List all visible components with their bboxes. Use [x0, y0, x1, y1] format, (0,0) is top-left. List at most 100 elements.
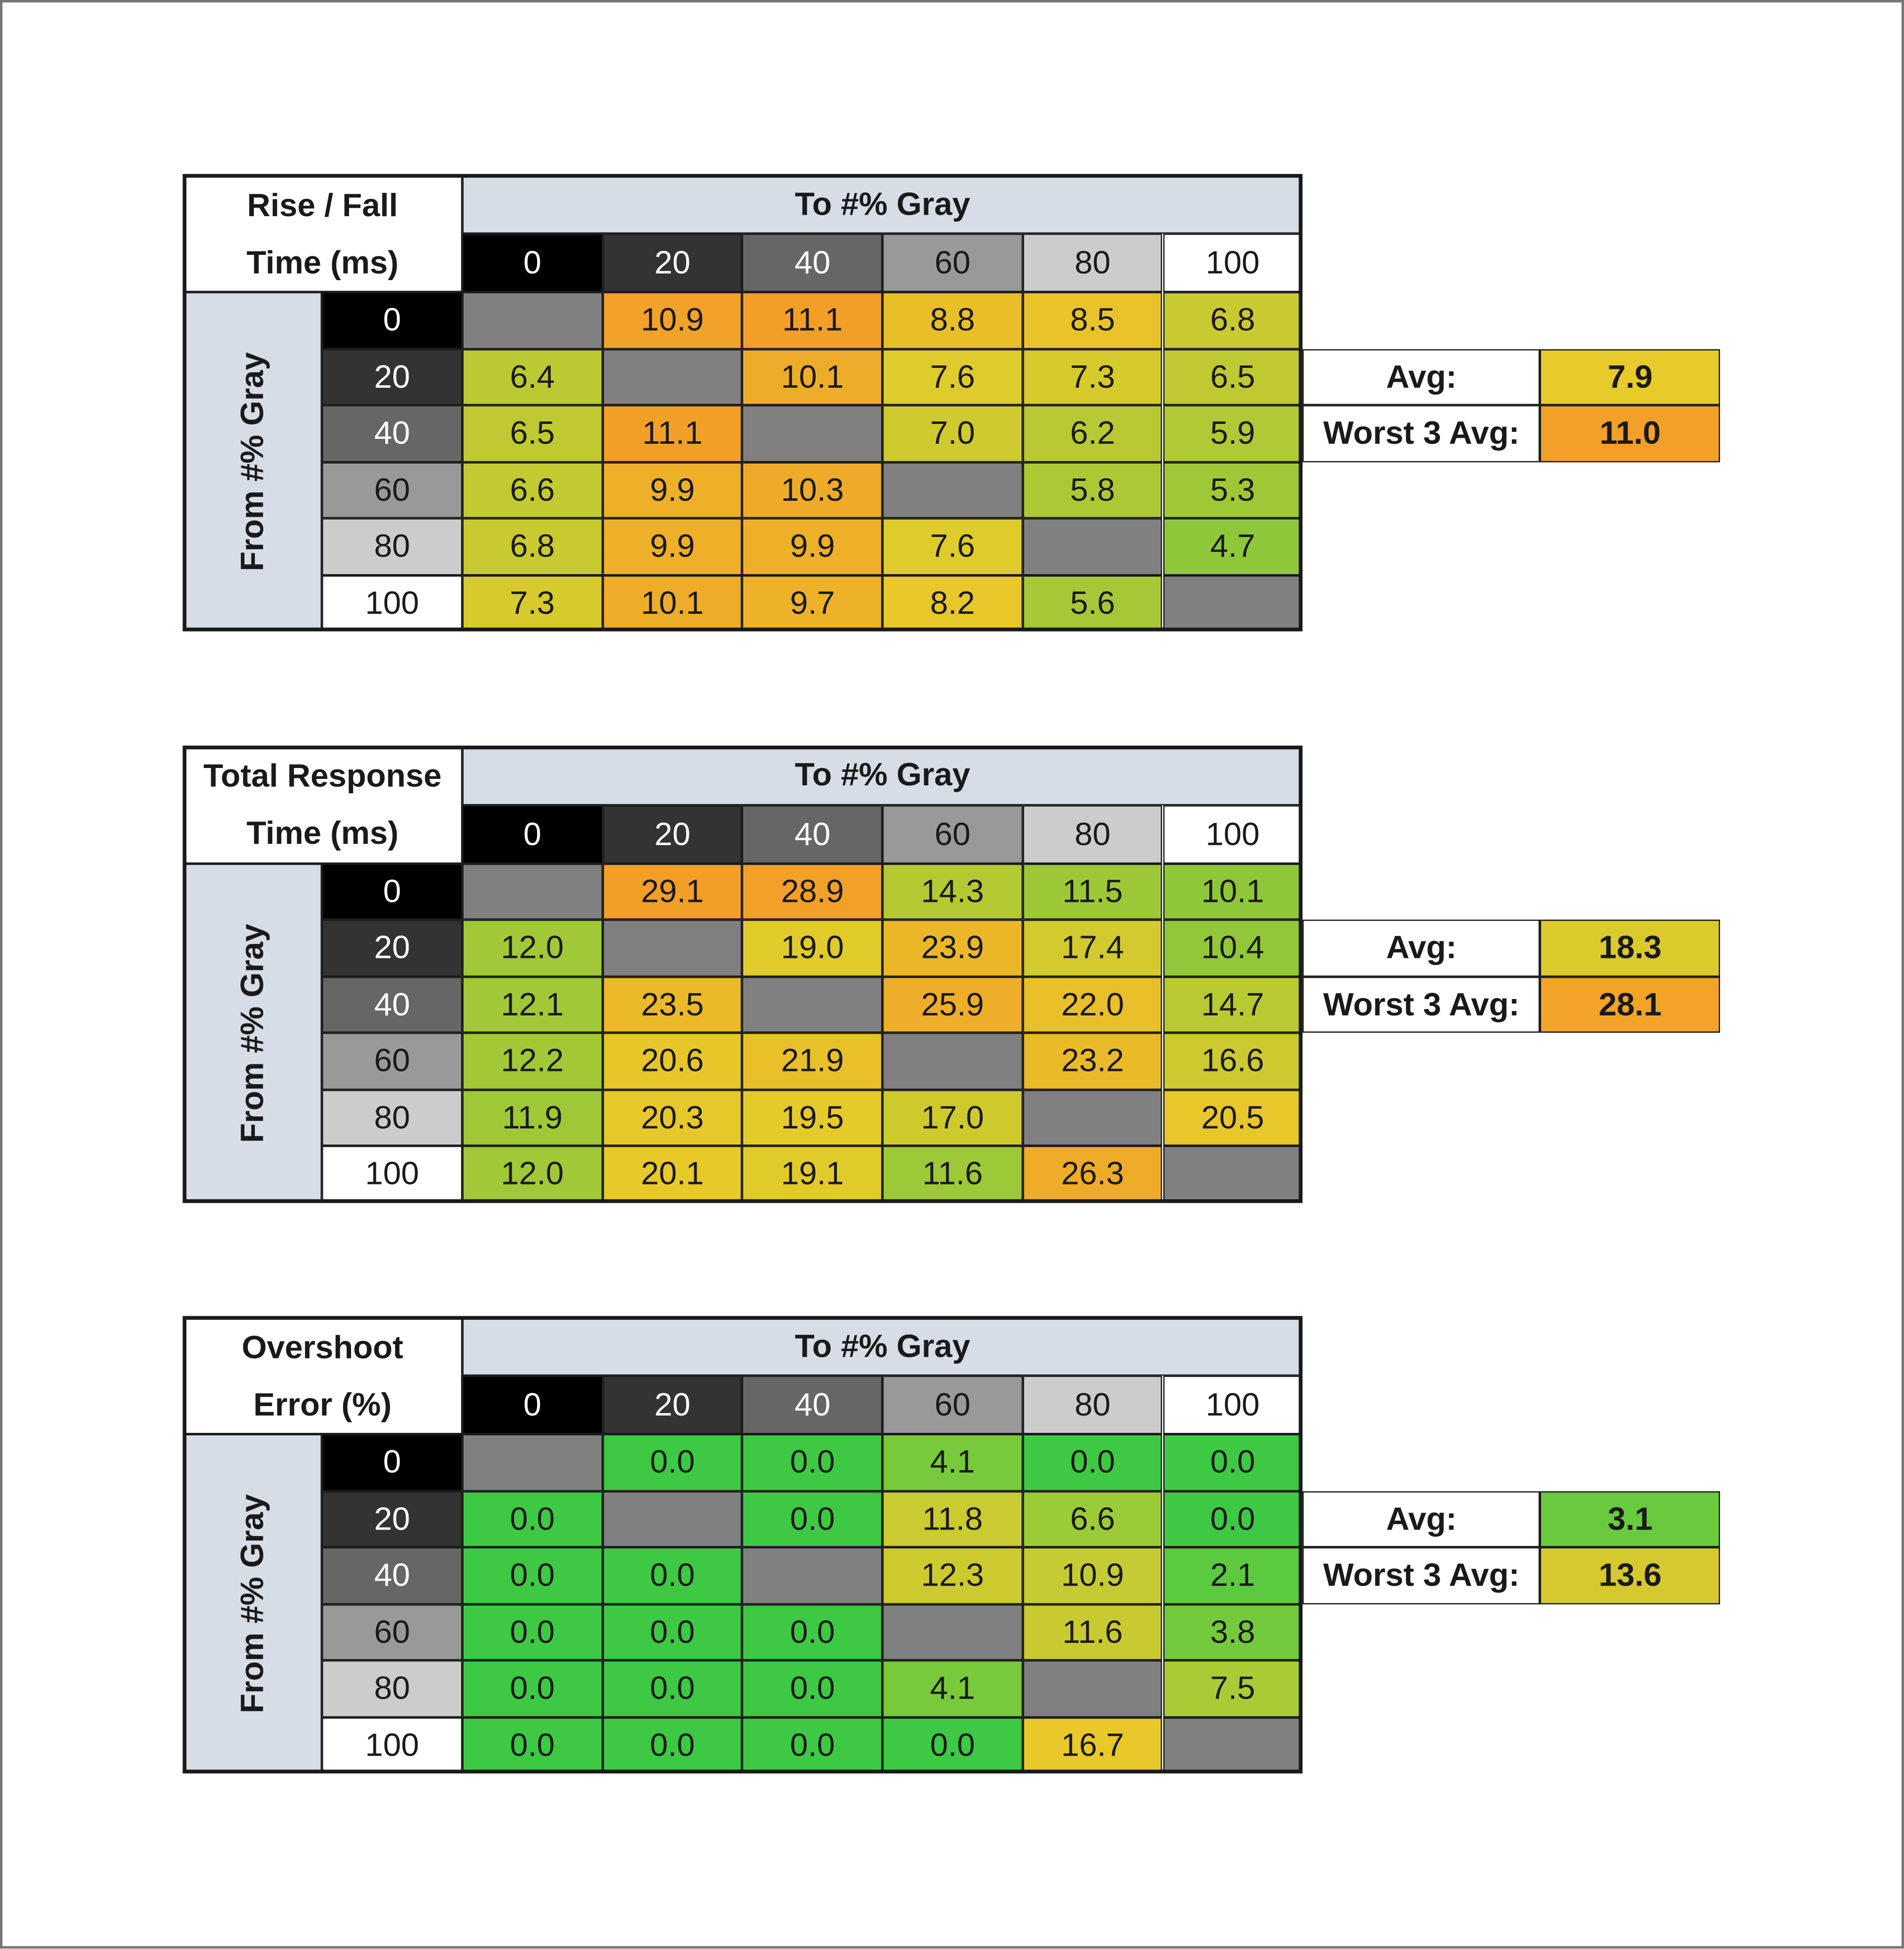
cell: 0.0	[602, 1603, 743, 1660]
cell: 11.1	[602, 405, 743, 462]
avg-value: 7.9	[1540, 349, 1721, 406]
empty-cell	[602, 349, 743, 406]
avg-value: 3.1	[1540, 1490, 1721, 1547]
col-label: 60	[882, 234, 1023, 293]
cell: 5.3	[1162, 462, 1303, 519]
cell: 6.5	[1162, 349, 1303, 406]
cell: 12.0	[462, 919, 602, 976]
empty-cell	[742, 1547, 883, 1604]
col-header: To #% Gray	[462, 1316, 1303, 1376]
cell: 0.0	[602, 1716, 743, 1773]
row-label: 0	[322, 1434, 463, 1491]
row-label: 80	[322, 1089, 463, 1146]
cell: 0.0	[1162, 1490, 1303, 1547]
row-header-text: From #% Gray	[233, 923, 271, 1142]
cell: 7.3	[462, 575, 602, 632]
cell: 6.2	[1022, 405, 1163, 462]
row-label: 40	[322, 405, 463, 462]
cell: 0.0	[742, 1434, 883, 1491]
empty-cell	[1022, 1660, 1163, 1717]
cell: 6.6	[1022, 1490, 1163, 1547]
row-label: 20	[322, 919, 463, 976]
col-label: 0	[462, 234, 602, 293]
cell: 10.3	[742, 462, 883, 519]
cell: 7.0	[882, 405, 1023, 462]
row-label: 100	[322, 1145, 463, 1203]
cell: 8.5	[1022, 292, 1163, 349]
cell: 6.4	[462, 349, 602, 406]
cell: 0.0	[742, 1660, 883, 1717]
empty-cell	[602, 1490, 743, 1547]
empty-cell	[1022, 1089, 1163, 1146]
cell: 2.1	[1162, 1547, 1303, 1604]
row-label: 20	[322, 1490, 463, 1547]
col-label: 40	[742, 804, 883, 863]
row-label: 0	[322, 292, 463, 349]
cell: 23.9	[882, 919, 1023, 976]
cell: 5.8	[1022, 462, 1163, 519]
cell: 0.0	[882, 1716, 1023, 1773]
cell: 6.5	[462, 405, 602, 462]
col-label: 0	[462, 1375, 602, 1434]
cell: 9.9	[602, 462, 743, 519]
row-label: 100	[322, 1716, 463, 1773]
cell: 4.1	[882, 1434, 1023, 1491]
cell: 10.4	[1162, 919, 1303, 976]
row-label: 60	[322, 1603, 463, 1660]
cell: 11.5	[1022, 863, 1163, 920]
cell: 10.1	[742, 349, 883, 406]
cell: 0.0	[462, 1603, 602, 1660]
cell: 17.0	[882, 1089, 1023, 1146]
cell: 19.1	[742, 1145, 883, 1203]
table-title: Total Response Time (ms)	[182, 745, 463, 863]
cell: 22.0	[1022, 976, 1163, 1033]
cell: 4.7	[1162, 518, 1303, 575]
cell: 6.8	[462, 518, 602, 575]
cell: 7.3	[1022, 349, 1163, 406]
table-title: Rise / Fall Time (ms)	[182, 174, 463, 293]
cell: 14.7	[1162, 976, 1303, 1033]
cell: 20.3	[602, 1089, 743, 1146]
cell: 29.1	[602, 863, 743, 920]
title-line: Rise / Fall	[247, 185, 398, 223]
cell: 11.9	[462, 1089, 602, 1146]
title-line: Time (ms)	[246, 243, 399, 281]
col-label: 40	[742, 1375, 883, 1434]
col-label: 80	[1022, 804, 1163, 863]
col-label: 80	[1022, 234, 1163, 293]
cell: 6.8	[1162, 292, 1303, 349]
empty-cell	[602, 919, 743, 976]
cell: 23.2	[1022, 1032, 1163, 1089]
cell: 26.3	[1022, 1145, 1163, 1203]
empty-cell	[882, 1032, 1023, 1089]
cell: 21.9	[742, 1032, 883, 1089]
empty-cell	[1162, 1145, 1303, 1203]
cell: 9.9	[742, 518, 883, 575]
col-header: To #% Gray	[462, 174, 1303, 234]
row-header-text: From #% Gray	[233, 352, 271, 572]
cell: 0.0	[602, 1660, 743, 1717]
cell: 19.5	[742, 1089, 883, 1146]
cell: 0.0	[1022, 1434, 1163, 1491]
col-label: 100	[1162, 804, 1303, 863]
cell: 9.9	[602, 518, 743, 575]
row-label: 20	[322, 349, 463, 406]
cell: 28.9	[742, 863, 883, 920]
cell: 5.6	[1022, 575, 1163, 632]
cell: 19.0	[742, 919, 883, 976]
cell: 16.6	[1162, 1032, 1303, 1089]
cell: 16.7	[1022, 1716, 1163, 1773]
cell: 0.0	[462, 1547, 602, 1604]
cell: 0.0	[742, 1603, 883, 1660]
empty-cell	[462, 1434, 602, 1491]
cell: 5.9	[1162, 405, 1303, 462]
cell: 8.2	[882, 575, 1023, 632]
cell: 8.8	[882, 292, 1023, 349]
col-label: 20	[602, 1375, 743, 1434]
cell: 10.1	[602, 575, 743, 632]
empty-cell	[882, 1603, 1023, 1660]
empty-cell	[742, 405, 883, 462]
cell: 0.0	[1162, 1434, 1303, 1491]
cell: 0.0	[462, 1660, 602, 1717]
